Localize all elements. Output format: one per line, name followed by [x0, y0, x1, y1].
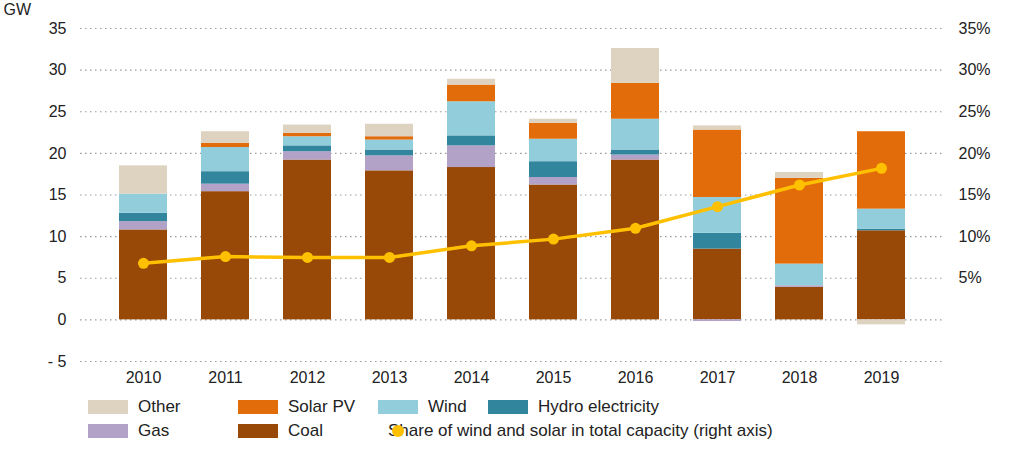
svg-text:5: 5 — [58, 269, 67, 286]
svg-text:2012: 2012 — [290, 369, 326, 386]
svg-text:20: 20 — [49, 144, 67, 161]
svg-text:2013: 2013 — [372, 369, 408, 386]
svg-text:2011: 2011 — [208, 369, 243, 386]
svg-text:35: 35 — [49, 20, 67, 37]
svg-text:10: 10 — [49, 228, 67, 245]
svg-text:30%: 30% — [959, 61, 991, 78]
svg-text:2018: 2018 — [782, 369, 818, 386]
svg-text:2014: 2014 — [454, 369, 490, 386]
svg-text:35%: 35% — [959, 20, 991, 37]
svg-text:5%: 5% — [959, 269, 982, 286]
svg-text:25: 25 — [49, 103, 67, 120]
html-text:Solar PV: Solar PV — [288, 397, 356, 416]
svg-text:25%: 25% — [959, 103, 991, 120]
svg-text:15%: 15% — [959, 186, 991, 203]
svg-text:2016: 2016 — [618, 369, 654, 386]
html-text:Wind: Wind — [428, 397, 467, 416]
svg-text:20%: 20% — [959, 144, 991, 161]
svg-text:10%: 10% — [959, 228, 991, 245]
html-text:Hydro electricity: Hydro electricity — [538, 397, 659, 416]
svg-text:2010: 2010 — [126, 369, 162, 386]
svg-text:15: 15 — [49, 186, 67, 203]
svg-text:2017: 2017 — [700, 369, 736, 386]
svg-text:2019: 2019 — [864, 369, 900, 386]
svg-text:2015: 2015 — [536, 369, 572, 386]
html-text:Share of wind and solar in tot: Share of wind and solar in total capacit… — [388, 421, 773, 440]
svg-text:- 5: - 5 — [48, 353, 67, 370]
svg-text:30: 30 — [49, 61, 67, 78]
svg-text:GW: GW — [4, 1, 32, 18]
html-text:Other: Other — [138, 397, 181, 416]
html-text:Coal: Coal — [288, 421, 323, 440]
html-text:Gas: Gas — [138, 421, 170, 440]
svg-text:0: 0 — [58, 311, 67, 328]
